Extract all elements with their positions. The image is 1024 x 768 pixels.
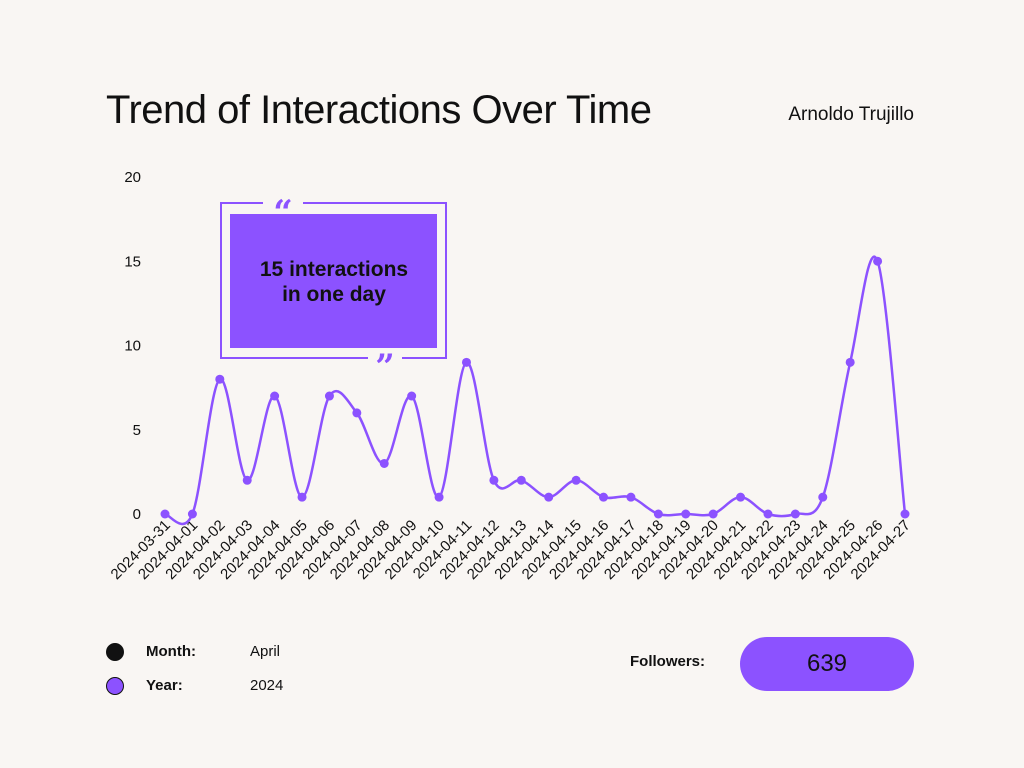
data-point	[873, 256, 883, 266]
followers-count: 639	[806, 650, 848, 677]
callout-frame	[220, 202, 447, 359]
data-point	[160, 509, 170, 519]
legend-month-label: Month:	[146, 643, 196, 660]
data-point	[900, 509, 910, 519]
data-point	[516, 475, 526, 485]
data-point	[434, 492, 444, 502]
series-points	[160, 256, 910, 519]
close-quote-icon: ”	[375, 347, 395, 387]
y-tick-label: 10	[124, 338, 141, 355]
y-tick-label: 15	[124, 253, 141, 270]
legend-month-value: April	[250, 643, 281, 660]
data-point	[599, 492, 609, 502]
data-point	[297, 492, 307, 502]
callout-line-1: 15 interactions	[260, 258, 408, 281]
callout-line-2: in one day	[282, 283, 386, 306]
purple-dot-icon	[106, 677, 124, 695]
author-name: Arnoldo Trujillo	[788, 104, 914, 125]
y-axis: 0 5 10 15 20	[124, 169, 141, 523]
data-point	[187, 509, 197, 519]
series-line	[164, 255, 907, 526]
data-point	[681, 509, 691, 519]
data-point	[379, 458, 389, 468]
y-tick-label: 20	[124, 169, 141, 186]
open-quote-icon: “	[273, 193, 293, 233]
data-point	[215, 374, 225, 384]
chart-title: Trend of Interactions Over Time	[106, 88, 652, 132]
data-point	[845, 357, 855, 367]
y-tick-label: 5	[133, 422, 141, 439]
data-point	[270, 391, 280, 401]
data-point	[653, 509, 663, 519]
data-point	[790, 509, 800, 519]
followers-badge: 639	[740, 637, 914, 691]
data-point	[544, 492, 554, 502]
data-point	[763, 509, 773, 519]
data-point	[407, 391, 417, 401]
black-dot-icon	[106, 643, 124, 661]
legend-year-value: 2024	[250, 677, 284, 694]
data-point	[571, 475, 581, 485]
data-point	[708, 509, 718, 519]
data-point	[626, 492, 636, 502]
data-point	[324, 391, 334, 401]
y-tick-label: 0	[133, 506, 141, 523]
callout-box	[230, 214, 437, 348]
callout-annotation: “ ” 15 interactions in one day	[220, 193, 447, 387]
data-point	[818, 492, 828, 502]
followers-label: Followers:	[630, 653, 706, 670]
data-point	[461, 357, 471, 367]
x-axis: 2024-03-312024-04-012024-04-022024-04-03…	[108, 517, 914, 583]
data-point	[352, 408, 362, 418]
data-point	[736, 492, 746, 502]
data-point	[242, 475, 252, 485]
legend-year-label: Year:	[146, 677, 183, 694]
data-point	[489, 475, 499, 485]
